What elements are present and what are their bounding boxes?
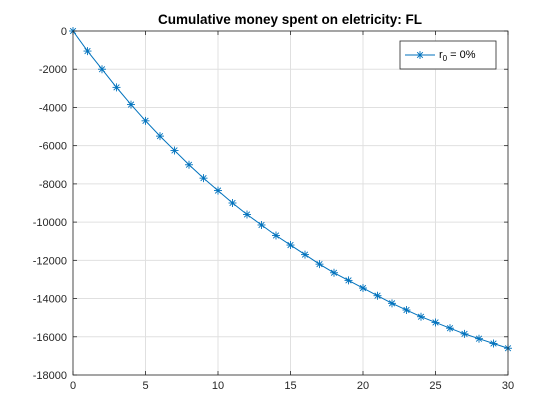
data-point-19 bbox=[344, 276, 353, 285]
x-tick-label-1: 5 bbox=[142, 380, 148, 392]
data-point-9 bbox=[199, 174, 208, 183]
x-tick-label-6: 30 bbox=[502, 380, 514, 392]
y-tick-label-2: -4000 bbox=[39, 102, 67, 114]
data-point-5 bbox=[141, 116, 150, 125]
legend-label-subscript: 0 bbox=[443, 54, 448, 63]
legend-label: r0 = 0% bbox=[439, 49, 476, 63]
data-point-24 bbox=[417, 312, 425, 321]
x-tick-label-0: 0 bbox=[70, 380, 76, 392]
x-tick-label-5: 25 bbox=[429, 380, 441, 392]
y-tick-label-1: -2000 bbox=[39, 64, 67, 76]
data-point-25 bbox=[431, 318, 440, 327]
data-point-11 bbox=[228, 199, 237, 207]
data-point-22 bbox=[388, 299, 396, 308]
data-point-15 bbox=[286, 241, 295, 250]
y-tick-label-5: -10000 bbox=[33, 217, 67, 229]
y-tick-label-6: -12000 bbox=[33, 255, 67, 267]
data-point-17 bbox=[315, 260, 324, 269]
x-tick-label-2: 10 bbox=[212, 380, 224, 392]
data-point-28 bbox=[475, 334, 483, 343]
data-point-2 bbox=[98, 65, 106, 74]
legend-label-main: r bbox=[439, 49, 443, 61]
data-point-23 bbox=[402, 306, 411, 315]
data-point-21 bbox=[373, 291, 382, 300]
data-point-16 bbox=[301, 250, 309, 259]
data-point-29 bbox=[489, 339, 498, 348]
y-tick-label-4: -8000 bbox=[39, 179, 67, 191]
data-point-26 bbox=[446, 324, 454, 333]
legend-marker-asterisk bbox=[416, 51, 424, 59]
y-tick-label-7: -14000 bbox=[33, 294, 67, 306]
data-point-18 bbox=[330, 268, 338, 277]
data-point-13 bbox=[257, 220, 266, 229]
legend-label-rest: = 0% bbox=[447, 49, 476, 61]
data-point-6 bbox=[156, 132, 164, 141]
data-point-1 bbox=[83, 47, 92, 56]
data-point-20 bbox=[359, 284, 367, 293]
x-tick-label-3: 15 bbox=[284, 380, 296, 392]
chart-title: Cumulative money spent on eletricity: FL bbox=[158, 12, 422, 27]
y-tick-label-8: -16000 bbox=[33, 332, 67, 344]
legend: r0 = 0% bbox=[399, 40, 497, 70]
data-point-8 bbox=[185, 160, 193, 169]
data-point-3 bbox=[112, 83, 121, 92]
tick-labels: 0 5 10 15 20 25 30 0 -2000 -4000 -6000 -8000 -10000 -… bbox=[33, 26, 514, 392]
x-tick-label-4: 20 bbox=[357, 380, 369, 392]
y-tick-label-0: 0 bbox=[61, 26, 67, 38]
data-point-12 bbox=[243, 210, 251, 219]
y-tick-label-3: -6000 bbox=[39, 141, 67, 153]
legend-marker bbox=[416, 51, 424, 59]
data-point-10 bbox=[214, 186, 222, 195]
y-tick-label-9: -18000 bbox=[33, 370, 67, 382]
axes bbox=[72, 30, 509, 376]
data-point-14 bbox=[272, 231, 280, 240]
data-point-7 bbox=[170, 146, 179, 155]
data-point-4 bbox=[127, 100, 135, 109]
data-point-27 bbox=[460, 329, 469, 338]
